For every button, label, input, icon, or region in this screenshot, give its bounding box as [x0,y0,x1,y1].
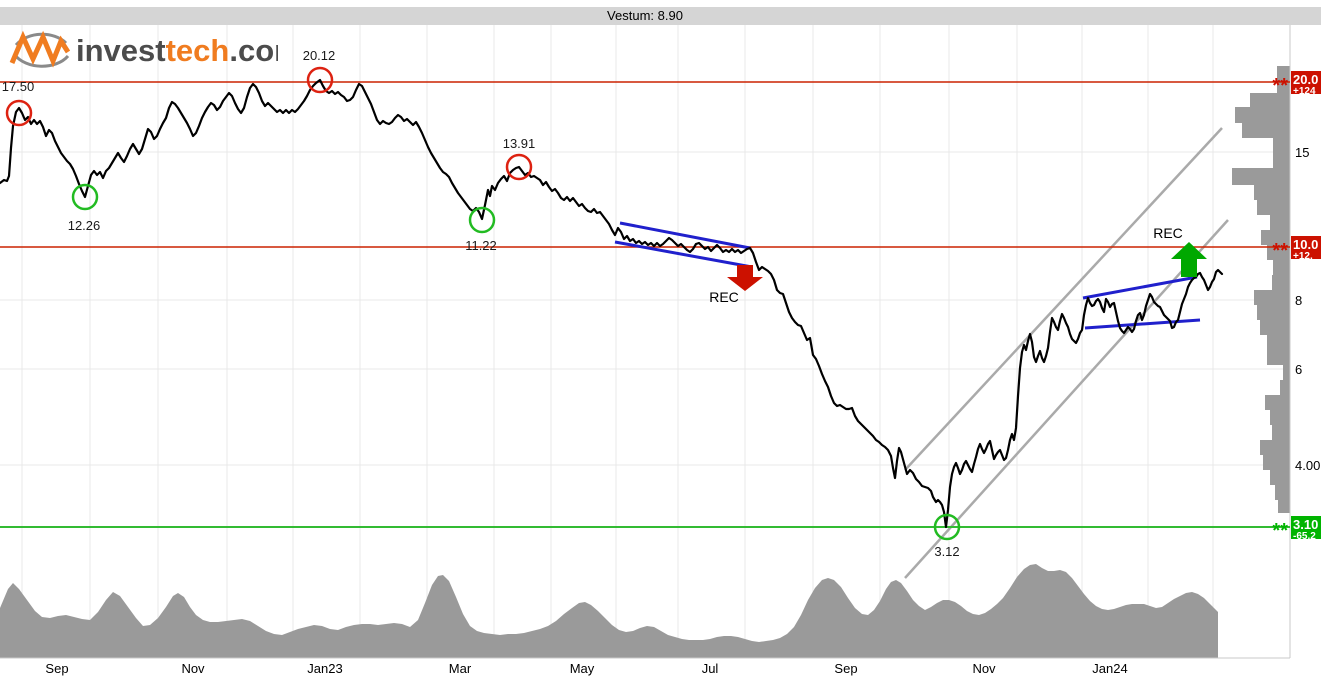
volume-by-price-bar [1273,138,1290,168]
volume-by-price-bar [1267,245,1290,260]
x-axis-label: Sep [45,661,68,676]
volume-by-price-bar [1275,485,1290,500]
bottom-marker-circle [933,513,961,541]
logo-swoosh-bottom-icon [12,53,70,68]
x-axis-label: Nov [181,661,205,676]
alert-asterisks: ** [1272,520,1288,542]
level-change: +124 [1293,86,1316,97]
trend-channel-line [904,219,1229,579]
volume-by-price-bar [1257,305,1290,320]
volume-by-price-bar [1270,470,1290,485]
volume-by-price-bar [1232,168,1290,185]
x-axis-label: Jan24 [1092,661,1127,676]
consolidation-pattern-line [1084,318,1201,330]
top-marker-circle [306,66,334,94]
volume-by-price-bar [1235,107,1290,123]
volume-by-price-bar [1261,230,1290,245]
price-annotation: 11.22 [465,238,497,253]
alert-asterisks: ** [1272,240,1288,262]
x-axis-label: Jul [702,661,719,676]
alert-asterisks: ** [1272,75,1288,97]
volume-by-price-bar [1270,410,1290,425]
x-axis-label: Sep [834,661,857,676]
level-value: 10.0 [1293,237,1318,252]
chart-title-bar: Vestum: 8.90 [0,7,1321,25]
level-value: 3.10 [1293,517,1318,532]
volume-by-price-bar [1263,455,1290,470]
price-annotation: 3.12 [934,544,959,559]
price-line [0,78,1224,529]
volume-by-price-bar [1272,425,1290,440]
y-axis-label: 6 [1295,362,1302,377]
volume-by-price-bar [1283,365,1290,380]
price-annotation: 17.50 [2,79,35,94]
volume-by-price-bar [1257,200,1290,215]
investtech-logo[interactable]: investtech.com [8,27,278,73]
price-level-badge [1291,236,1321,259]
logo-zigzag-icon [9,30,71,68]
x-axis-label: Nov [972,661,996,676]
price-level-badge [1291,516,1321,539]
price-annotation: 20.12 [303,48,336,63]
consolidation-pattern-line [1082,275,1198,300]
consolidation-pattern-line [619,221,751,250]
volume-by-price-bar [1280,380,1290,395]
volume-by-price-bar [1250,93,1290,107]
volume-by-price-bar [1273,260,1290,275]
volume-by-price-bar [1254,185,1290,200]
y-axis-label: 4.00 [1295,458,1320,473]
trend-channel-line [904,127,1223,471]
volume-by-price-bar [1272,275,1290,290]
level-change: +12. [1293,251,1313,262]
top-marker-circle [505,153,533,181]
volume-by-price-bar [1277,66,1290,93]
y-axis-label: 15 [1295,145,1309,160]
volume-by-price-bar [1242,123,1290,138]
consolidation-pattern-line [614,240,753,269]
top-marker-circle [5,99,33,127]
rec-label: REC [709,289,739,305]
volume-by-price-bar [1270,215,1290,230]
volume-by-price-bar [1254,290,1290,305]
price-annotation: 13.91 [503,136,536,151]
volume-by-price-bar [1260,320,1290,335]
rec-down-arrow [727,265,763,291]
level-value: 20.0 [1293,72,1318,87]
volume-by-price-bar [1267,335,1290,350]
price-level-badge [1291,71,1321,94]
bottom-marker-circle [71,183,99,211]
bottom-marker-circle [468,206,496,234]
y-axis-label: 8 [1295,293,1302,308]
price-annotation: 12.26 [68,218,101,233]
rec-up-arrow [1171,242,1207,277]
chart-title: Vestum: 8.90 [607,8,683,23]
x-axis-label: May [570,661,595,676]
volume-by-price-bar [1278,500,1290,513]
rec-label: REC [1153,225,1183,241]
volume-by-price-bar [1260,440,1290,455]
volume-area [0,564,1218,658]
logo-text: investtech.com [76,33,278,68]
volume-by-price-bar [1265,395,1290,410]
volume-by-price-bar [1267,350,1290,365]
x-axis-label: Mar [449,661,472,676]
level-change: -65.2 [1293,531,1316,542]
x-axis-label: Jan23 [307,661,342,676]
